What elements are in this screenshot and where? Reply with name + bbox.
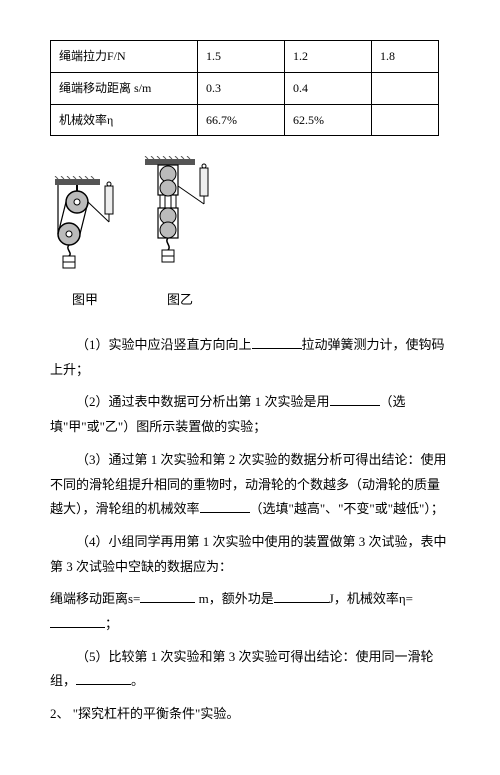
figures-container: 图甲	[50, 156, 450, 313]
cell-value: 1.8	[372, 41, 439, 73]
q4-mid2: J，机械效率η=	[329, 591, 413, 606]
blank	[76, 671, 131, 685]
cell-label: 绳端移动距离 s/m	[51, 72, 198, 104]
q4-mid1: m，额外功是	[195, 591, 273, 606]
cell-value: 0.4	[285, 72, 372, 104]
blank	[140, 589, 195, 603]
blank	[50, 614, 105, 628]
blank	[274, 589, 329, 603]
cell-value: 66.7%	[198, 104, 285, 136]
question-2: （2）通过表中数据可分析出第 1 次实验是用（选填"甲"或"乙"）图所示装置做的…	[50, 390, 450, 439]
table-row: 机械效率η 66.7% 62.5%	[51, 104, 439, 136]
figure-yi-label: 图乙	[167, 288, 193, 313]
data-table: 绳端拉力F/N 1.5 1.2 1.8 绳端移动距离 s/m 0.3 0.4 机…	[50, 40, 439, 136]
question-4-line2: 绳端移动距离s= m，额外功是 J，机械效率η= ；	[50, 587, 450, 636]
table-row: 绳端移动距离 s/m 0.3 0.4	[51, 72, 439, 104]
q3-post: （选填"越高"、"不变"或"越低"）；	[250, 501, 444, 516]
q4-end: ；	[105, 616, 118, 631]
blank	[252, 335, 302, 349]
table-row: 绳端拉力F/N 1.5 1.2 1.8	[51, 41, 439, 73]
question-1: （1）实验中应沿竖直方向向上拉动弹簧测力计，使钩码上升；	[50, 333, 450, 382]
cell-value: 62.5%	[285, 104, 372, 136]
pulley-jia-icon	[50, 176, 120, 286]
cell-value	[372, 104, 439, 136]
figure-jia-label: 图甲	[72, 288, 98, 313]
cell-value	[372, 72, 439, 104]
cell-label: 绳端拉力F/N	[51, 41, 198, 73]
q4-pre: 绳端移动距离s=	[50, 591, 140, 606]
question-6: 2、 "探究杠杆的平衡条件"实验。	[50, 702, 450, 727]
cell-value: 1.5	[198, 41, 285, 73]
question-3: （3）通过第 1 次实验和第 2 次实验的数据分析可得出结论：使用不同的滑轮组提…	[50, 448, 450, 522]
figure-yi: 图乙	[140, 156, 220, 313]
question-5: （5）比较第 1 次实验和第 3 次实验可得出结论：使用同一滑轮组，。	[50, 645, 450, 694]
q1-pre: （1）实验中应沿竖直方向向上	[76, 337, 252, 352]
q2-pre: （2）通过表中数据可分析出第 1 次实验是用	[76, 394, 330, 409]
q5-post: 。	[131, 673, 144, 688]
cell-value: 1.2	[285, 41, 372, 73]
blank	[200, 499, 250, 513]
pulley-yi-icon	[140, 156, 220, 286]
question-4-line1: （4）小组同学再用第 1 次实验中使用的装置做第 3 次试验，表中第 3 次试验…	[50, 530, 450, 579]
blank	[330, 392, 380, 406]
cell-value: 0.3	[198, 72, 285, 104]
cell-label: 机械效率η	[51, 104, 198, 136]
figure-jia: 图甲	[50, 176, 120, 313]
